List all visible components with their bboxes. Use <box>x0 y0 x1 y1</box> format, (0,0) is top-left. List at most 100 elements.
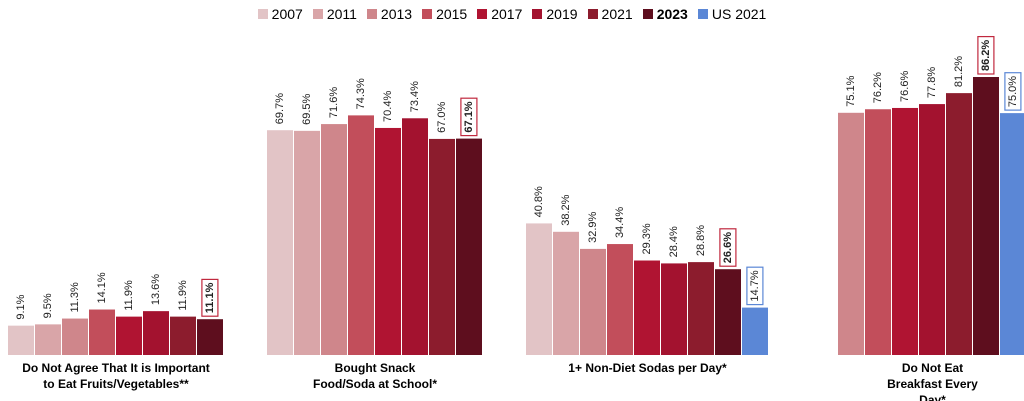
value-label-group: 38.2% <box>560 194 572 225</box>
bar <box>634 260 660 355</box>
value-label-group: 11.1% <box>201 278 219 317</box>
legend-label: 2017 <box>491 6 523 22</box>
legend-item: 2013 <box>366 6 412 22</box>
value-label: 73.4% <box>409 81 421 112</box>
bar <box>892 107 918 355</box>
value-label-group: 75.1% <box>845 75 857 106</box>
value-label-group: 69.7% <box>274 93 286 124</box>
value-label-group: 14.7% <box>746 266 764 306</box>
value-label-box <box>719 228 737 267</box>
value-label: 9.1% <box>15 294 27 319</box>
bar <box>116 316 142 355</box>
legend-item: 2011 <box>312 6 357 22</box>
bar <box>580 248 606 355</box>
legend-label: 2007 <box>271 6 303 22</box>
legend-item: 2007 <box>257 6 303 22</box>
value-label-group: 77.8% <box>926 67 938 98</box>
legend-item: US 2021 <box>697 6 767 22</box>
value-label: 26.6% <box>722 232 734 263</box>
value-label: 81.2% <box>953 56 965 87</box>
bar <box>143 311 169 355</box>
category-label: Do Not Agree That It is Important to Eat… <box>22 361 210 391</box>
bar <box>321 124 347 355</box>
value-label: 69.7% <box>274 93 286 124</box>
value-label: 32.9% <box>587 211 599 242</box>
value-label-group: 86.2% <box>977 35 995 75</box>
value-label-group: 73.4% <box>409 81 421 112</box>
category-label: 1+ Non-Diet Sodas per Day* <box>568 361 727 375</box>
value-label: 9.5% <box>42 293 54 318</box>
value-label-group: 69.5% <box>301 93 313 124</box>
value-label-group: 14.1% <box>96 272 108 303</box>
value-label: 29.3% <box>641 223 653 254</box>
value-label: 70.4% <box>382 91 394 122</box>
bar <box>35 324 61 355</box>
bar <box>1000 113 1024 355</box>
value-label: 76.6% <box>899 71 911 102</box>
legend-swatch <box>257 9 268 19</box>
bar <box>688 262 714 355</box>
legend-label: US 2021 <box>711 6 767 22</box>
bar <box>973 77 999 355</box>
legend: 2007 2011 2013 2015 2017 2019 2021 2023 US 2021 <box>0 6 1024 22</box>
legend-swatch <box>587 9 598 19</box>
legend-label: 2015 <box>436 6 468 22</box>
value-label: 14.7% <box>749 270 761 301</box>
value-label: 11.9% <box>123 280 135 311</box>
value-label-group: 32.9% <box>587 211 599 242</box>
value-label: 71.6% <box>328 87 340 118</box>
legend-item: 2017 <box>477 6 522 22</box>
bar <box>607 244 633 355</box>
legend-label: 2011 <box>326 6 357 22</box>
value-label-group: 28.8% <box>695 225 707 256</box>
legend-label: 2021 <box>601 6 633 22</box>
value-label: 75.0% <box>1007 76 1019 107</box>
legend-label: 2019 <box>546 6 578 22</box>
value-label: 77.8% <box>926 67 938 98</box>
value-label-group: 11.9% <box>123 280 135 311</box>
bar <box>742 307 768 355</box>
bar <box>348 115 374 355</box>
bar <box>89 309 115 355</box>
value-label-group: 81.2% <box>953 56 965 87</box>
legend-item: 2023 <box>642 6 688 22</box>
legend-item: 2019 <box>532 6 578 22</box>
value-label-group: 74.3% <box>355 78 367 109</box>
bar <box>919 104 945 355</box>
value-label-box <box>977 35 995 75</box>
value-label-box <box>746 266 764 306</box>
bar <box>402 118 428 356</box>
value-label-group: 26.6% <box>719 228 737 267</box>
value-label-group: 70.4% <box>382 91 394 122</box>
value-label: 40.8% <box>533 186 545 217</box>
value-label: 86.2% <box>980 40 992 71</box>
category-label: Do Not Eat Breakfast Every Day* <box>887 361 978 401</box>
legend-swatch <box>697 9 708 19</box>
bar <box>429 138 455 355</box>
value-label-box <box>201 278 219 317</box>
value-label-group: 76.6% <box>899 71 911 102</box>
bar <box>865 109 891 355</box>
value-label-group: 28.4% <box>668 226 680 257</box>
bar <box>197 319 223 355</box>
value-label: 11.1% <box>204 282 216 313</box>
legend-swatch <box>366 9 377 19</box>
value-label: 75.1% <box>845 75 857 106</box>
value-label-group: 11.3% <box>69 282 81 313</box>
bar <box>267 130 293 355</box>
category-label: Bought Snack Food/Soda at School* <box>312 361 438 391</box>
bar <box>375 127 401 355</box>
bar <box>8 325 34 355</box>
value-label: 38.2% <box>560 194 572 225</box>
value-label-group: 67.1% <box>460 97 478 137</box>
value-label: 69.5% <box>301 93 313 124</box>
bar <box>62 318 88 355</box>
value-label-group: 71.6% <box>328 87 340 118</box>
legend-label: 2023 <box>656 6 688 22</box>
bar <box>715 269 741 355</box>
bar <box>661 263 687 355</box>
legend-item: 2015 <box>422 6 467 22</box>
value-label: 28.8% <box>695 225 707 256</box>
value-label: 34.4% <box>614 207 626 238</box>
